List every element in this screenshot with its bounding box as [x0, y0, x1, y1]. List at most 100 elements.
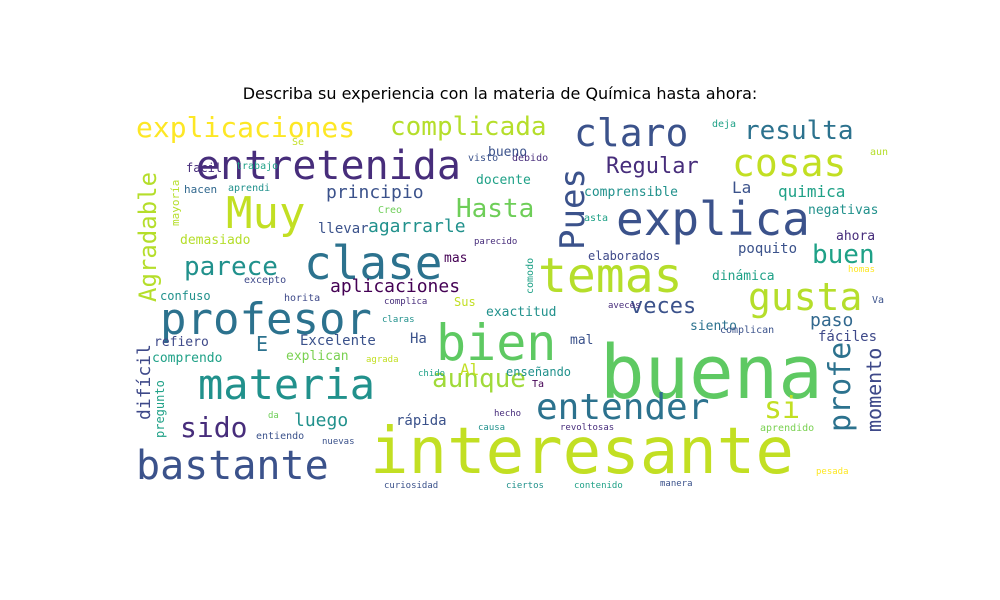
cloud-word: curiosidad: [384, 481, 439, 491]
cloud-word: mayoría: [169, 179, 182, 226]
cloud-word: Se: [292, 137, 305, 148]
cloud-word: Ha: [410, 331, 427, 347]
cloud-word: cosas: [732, 141, 847, 185]
cloud-word: homas: [848, 265, 876, 275]
cloud-word: revoltosas: [560, 423, 615, 433]
cloud-word: horita: [284, 293, 321, 304]
cloud-word: contenido: [574, 481, 623, 491]
cloud-word: claro: [574, 111, 689, 155]
cloud-word: complicada: [390, 112, 547, 142]
cloud-word: facil: [186, 161, 223, 175]
cloud-word: da: [268, 411, 279, 421]
cloud-word: bien: [436, 314, 557, 372]
cloud-word: mas: [444, 251, 468, 266]
cloud-word: sido: [180, 411, 248, 444]
cloud-word: deja: [712, 119, 737, 130]
chart-title: Describa su experiencia con la materia d…: [242, 84, 758, 103]
cloud-word: momento: [862, 347, 886, 432]
cloud-word: aveces: [608, 301, 641, 311]
cloud-word: Excelente: [300, 333, 376, 349]
cloud-word: veces: [630, 294, 697, 319]
cloud-word: siento: [690, 319, 737, 334]
cloud-word: aprendido: [760, 423, 815, 434]
cloud-word: La: [732, 178, 752, 197]
cloud-word: paso: [810, 310, 854, 331]
cloud-word: causa: [478, 423, 506, 433]
cloud-word: materia: [198, 360, 376, 409]
cloud-word: Va: [872, 295, 885, 306]
cloud-word: enseñando: [506, 365, 572, 379]
cloud-word: fáciles: [818, 329, 878, 345]
cloud-word: refiero: [154, 335, 209, 350]
cloud-word: quimica: [778, 182, 846, 201]
cloud-word: Hasta: [456, 194, 535, 224]
cloud-word: hacen: [184, 183, 218, 196]
cloud-word: confuso: [160, 289, 211, 303]
cloud-word: explicaciones: [136, 111, 356, 144]
cloud-word: Sus: [454, 295, 476, 309]
cloud-word: aprendi: [228, 183, 271, 194]
cloud-word: nuevas: [322, 437, 355, 447]
cloud-word: parecido: [474, 237, 518, 247]
cloud-word: visto: [468, 153, 499, 164]
cloud-word: demasiado: [180, 233, 251, 248]
cloud-word: Muy: [226, 188, 306, 239]
cloud-word: Creo: [378, 205, 403, 216]
cloud-word: hecho: [494, 409, 522, 419]
cloud-word: explican: [286, 349, 349, 364]
cloud-word: gusta: [748, 275, 863, 319]
cloud-word: asta: [584, 213, 609, 224]
cloud-word: Al: [460, 360, 480, 379]
cloud-word: ahora: [836, 229, 876, 244]
cloud-word: interesante: [370, 415, 794, 489]
cloud-word: buen: [812, 240, 875, 270]
cloud-word: complica: [384, 297, 428, 307]
cloud-word: claras: [382, 315, 415, 325]
cloud-word: explica: [616, 192, 810, 246]
cloud-word: aunque: [432, 364, 526, 394]
cloud-word: E: [256, 332, 269, 356]
cloud-word: excepto: [244, 275, 287, 286]
cloud-word: complican: [720, 325, 775, 336]
cloud-word: rápida: [396, 413, 447, 429]
cloud-word: poquito: [738, 241, 798, 257]
cloud-word: agarrarle: [368, 216, 466, 237]
cloud-word: parece: [184, 252, 278, 282]
cloud-word: Pues: [553, 168, 593, 250]
cloud-word: Ta: [532, 379, 545, 390]
cloud-word: aun: [870, 147, 888, 158]
cloud-word: dinámica: [712, 269, 775, 284]
cloud-word: si: [764, 391, 801, 426]
cloud-word: entender: [536, 387, 710, 428]
cloud-word: pesada: [816, 467, 849, 477]
cloud-word: docente: [476, 173, 531, 188]
cloud-word: mal: [570, 333, 594, 348]
cloud-word: bastante: [136, 443, 329, 489]
cloud-word: temas: [538, 248, 683, 304]
cloud-word: chido: [418, 369, 446, 379]
cloud-word: aplicaciones: [330, 276, 461, 297]
cloud-word: Agradable: [134, 171, 162, 302]
cloud-word: elaborados: [588, 249, 661, 263]
word-cloud: buena interesante bastante materia profesor b…: [128, 110, 888, 500]
cloud-word: buena: [600, 330, 823, 416]
cloud-word: luego: [294, 410, 349, 431]
cloud-word: comprensible: [584, 185, 678, 200]
cloud-word: pregunto: [153, 380, 167, 438]
cloud-word: exactitud: [486, 305, 557, 320]
cloud-word: resulta: [744, 116, 854, 146]
cloud-word: entretenida: [196, 143, 461, 189]
cloud-word: bueno: [488, 145, 528, 160]
cloud-word: principio: [326, 182, 424, 203]
cloud-word: trabajo: [236, 161, 279, 172]
cloud-word: profesor: [160, 294, 372, 345]
cloud-word: debido: [512, 153, 549, 164]
cloud-word: Regular: [606, 154, 699, 179]
cloud-word: negativas: [808, 203, 879, 218]
cloud-word: comodo: [525, 257, 536, 294]
cloud-word: clase: [304, 236, 443, 290]
cloud-word: ciertos: [506, 481, 544, 491]
cloud-word: entiendo: [256, 431, 305, 442]
cloud-word: comprendo: [152, 351, 223, 366]
cloud-word: manera: [660, 479, 693, 489]
